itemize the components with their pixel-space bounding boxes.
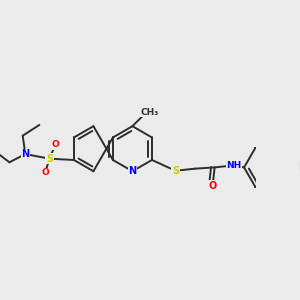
Text: O: O [41,168,49,177]
Text: S: S [46,154,53,164]
Text: F: F [298,162,300,172]
Text: S: S [172,166,179,176]
Text: NH: NH [226,161,242,170]
Text: O: O [51,140,59,149]
Text: N: N [21,149,29,159]
Text: CH₃: CH₃ [141,108,159,117]
Text: O: O [208,181,217,191]
Text: N: N [128,166,136,176]
